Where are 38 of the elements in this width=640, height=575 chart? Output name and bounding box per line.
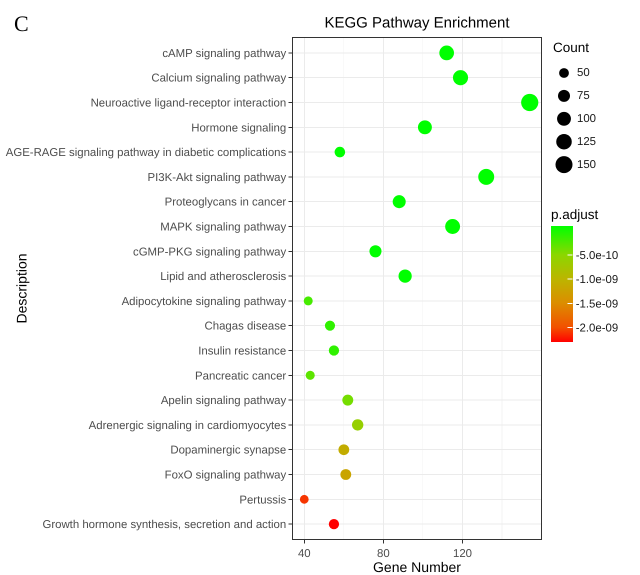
y-tick-label: Hormone signaling [191, 122, 286, 134]
y-tick-label: Adrenergic signaling in cardiomyocytes [88, 420, 287, 432]
color-bar-title: p.adjust [551, 207, 599, 222]
y-tick-label: Neuroactive ligand-receptor interaction [90, 97, 286, 110]
y-tick-label: AGE-RAGE signaling pathway in diabetic complications [6, 147, 287, 160]
y-tick-label: Lipid and atherosclerosis [160, 271, 287, 284]
chart-title: KEGG Pathway Enrichment [324, 14, 510, 32]
legend-title: Count [553, 40, 590, 55]
y-tick-label: Pancreatic cancer [195, 370, 286, 382]
legend-label: 75 [577, 90, 590, 102]
y-tick-label: Insulin resistance [198, 345, 286, 358]
x-tick-label: 40 [298, 548, 311, 560]
legend-label: 50 [577, 67, 590, 79]
y-tick-label: Dopaminergic synapse [170, 444, 286, 457]
y-axis-title: Description [14, 253, 30, 324]
y-tick-label: PI3K-Akt signaling pathway [148, 172, 287, 184]
color-bar-label: -1.5e-09 [576, 298, 618, 310]
x-axis-title: Gene Number [373, 559, 462, 575]
legend-label: 100 [577, 113, 596, 125]
y-tick-label: Pertussis [239, 494, 287, 506]
y-tick-label: Apelin signaling pathway [160, 395, 287, 408]
color-bar-label: -2.0e-09 [576, 322, 618, 334]
y-tick-label: Adipocytokine signaling pathway [122, 296, 287, 308]
y-tick-label: Calcium signaling pathway [151, 72, 287, 85]
text: C [14, 11, 29, 36]
x-tick-label: 120 [452, 548, 472, 560]
y-tick-label: Chagas disease [204, 320, 286, 333]
legend-label: 150 [577, 159, 596, 171]
x-tick-label: 80 [377, 548, 390, 560]
color-bar-label: -5.0e-10 [576, 250, 618, 262]
y-tick-label: Proteoglycans in cancer [164, 196, 286, 209]
legend-label: 125 [577, 136, 596, 148]
y-tick-label: Growth hormone synthesis, secretion and action [42, 519, 286, 532]
y-tick-label: MAPK signaling pathway [160, 221, 287, 234]
y-tick-label: FoxO signaling pathway [164, 470, 287, 482]
color-bar-label: -1.0e-09 [576, 274, 618, 286]
y-tick-label: cGMP-PKG signaling pathway [133, 246, 287, 258]
y-tick-label: cAMP signaling pathway [162, 48, 287, 60]
